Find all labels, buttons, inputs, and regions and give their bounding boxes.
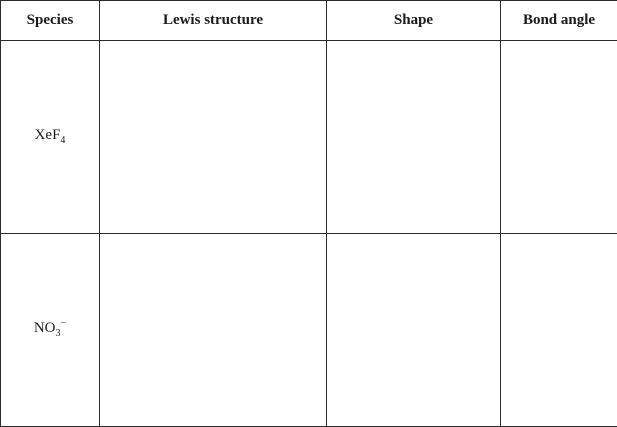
header-shape: Shape [326,0,501,41]
lewis-structure-cell[interactable] [99,40,327,234]
formula-base: XeF [34,126,61,143]
lewis-structure-cell[interactable] [99,233,327,427]
species-formula: XeF4 [34,126,66,146]
bond-angle-cell[interactable] [500,40,617,234]
shape-cell[interactable] [326,233,501,427]
species-cell: NO3− [0,233,100,427]
species-formula: NO3− [33,317,67,339]
header-species: Species [0,0,100,41]
formula-subscript: 3 [55,327,61,339]
header-lewis-structure: Lewis structure [99,0,327,41]
bond-angle-cell[interactable] [500,233,617,427]
formula-subscript: 4 [60,134,66,146]
table-row: XeF4 [0,40,617,234]
table-row: NO3− [0,233,617,427]
header-row: Species Lewis structure Shape Bond angle [0,0,617,41]
species-cell: XeF4 [0,40,100,234]
header-bond-angle: Bond angle [500,0,617,41]
shape-cell[interactable] [326,40,501,234]
formula-base: NO [33,319,56,336]
formula-charge: − [60,317,67,329]
